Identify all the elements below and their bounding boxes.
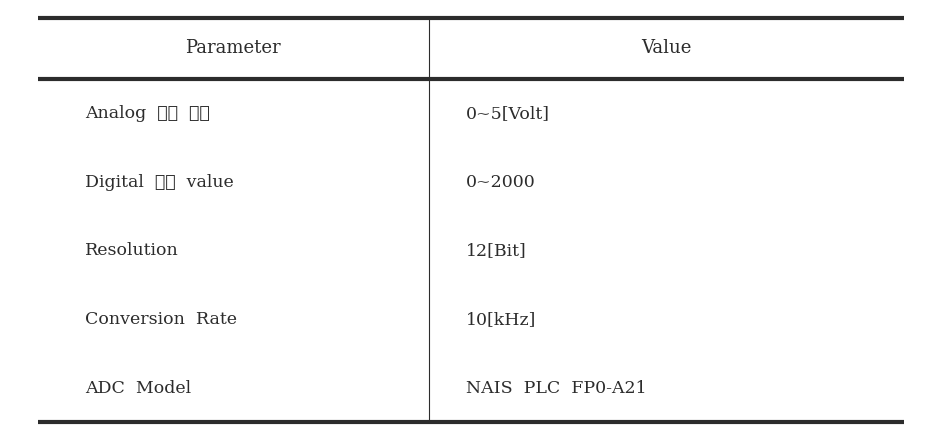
Text: 10[kHz]: 10[kHz]: [466, 311, 537, 328]
Text: Parameter: Parameter: [186, 40, 281, 57]
Text: 0~2000: 0~2000: [466, 174, 536, 191]
Text: Value: Value: [642, 40, 691, 57]
Text: 12[Bit]: 12[Bit]: [466, 242, 527, 259]
Text: Conversion  Rate: Conversion Rate: [85, 311, 236, 328]
Text: 0~5[Volt]: 0~5[Volt]: [466, 105, 550, 122]
Text: ADC  Model: ADC Model: [85, 380, 191, 396]
Text: Analog  입력  범위: Analog 입력 범위: [85, 105, 209, 122]
Text: Digital  표현  value: Digital 표현 value: [85, 174, 234, 191]
Text: Resolution: Resolution: [85, 242, 179, 259]
Text: NAIS  PLC  FP0-A21: NAIS PLC FP0-A21: [466, 380, 647, 396]
